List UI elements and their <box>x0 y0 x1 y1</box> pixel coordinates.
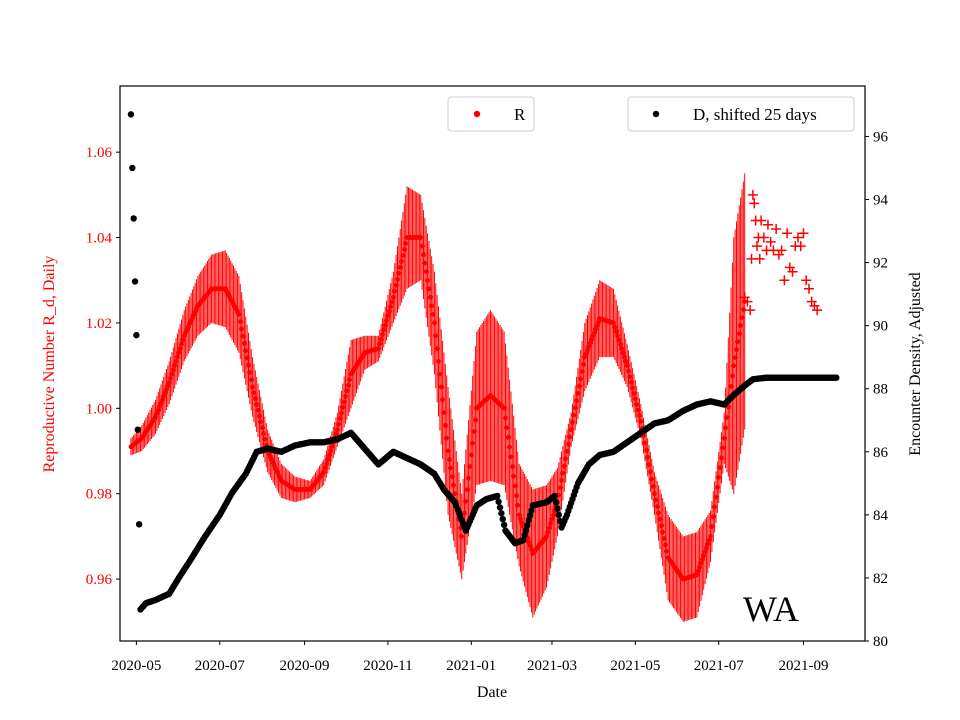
r-projected-point <box>776 245 787 256</box>
r-projected-point <box>795 241 806 252</box>
r-projected-point <box>742 296 753 307</box>
left-y-tick-label: 1.02 <box>86 316 112 332</box>
d-point <box>133 331 140 339</box>
x-tick-label: 2020-09 <box>280 658 330 674</box>
left-y-axis: 0.96 0.98 1.00 1.02 1.04 1.06 <box>86 145 120 588</box>
r-projected-point <box>787 266 798 277</box>
d-point <box>555 511 562 519</box>
d-point <box>500 521 508 529</box>
x-tick-label: 2020-07 <box>195 658 245 674</box>
x-tick-label: 2020-11 <box>363 658 412 674</box>
d-point <box>134 426 141 433</box>
r-projected-point <box>801 275 812 286</box>
d-point <box>521 531 528 539</box>
r-projected-point <box>745 305 756 316</box>
legend-d: D, shifted 25 days <box>627 96 855 132</box>
right-y-axis-label: Encounter Density, Adjusted <box>907 272 924 455</box>
d-point <box>129 164 136 172</box>
r-projected-point <box>798 228 809 239</box>
d-point <box>496 504 504 511</box>
d-point <box>498 510 505 517</box>
legend-r-box <box>447 96 535 132</box>
right-y-tick-label: 88 <box>873 382 888 398</box>
d-point <box>552 499 560 506</box>
legend-d-box <box>627 96 855 132</box>
plot-area <box>127 111 840 622</box>
d-point <box>524 522 531 529</box>
legend-d-marker <box>652 110 660 118</box>
axes-frame <box>119 85 866 642</box>
right-y-tick-label: 82 <box>873 571 888 587</box>
d-point <box>522 526 530 534</box>
x-tick-label: 2021-01 <box>446 658 496 674</box>
left-y-tick-label: 0.96 <box>86 572 113 588</box>
d-point <box>554 505 561 512</box>
x-tick-label: 2021-07 <box>694 658 744 674</box>
r-projected-point <box>754 253 765 264</box>
right-y-tick-label: 92 <box>873 256 888 272</box>
right-y-tick-label: 94 <box>873 193 889 209</box>
r-projected-point <box>812 305 823 316</box>
left-y-tick-label: 1.04 <box>86 231 113 247</box>
right-y-tick-label: 84 <box>873 508 889 524</box>
r-projected-point <box>747 189 758 200</box>
r-projected-point <box>779 275 790 286</box>
d-point <box>130 215 137 222</box>
right-y-axis: 80 82 84 86 88 90 92 94 96 <box>865 129 889 650</box>
left-y-axis-label: Reproductive Number R_d, Daily <box>41 256 58 473</box>
d-point <box>135 521 143 528</box>
right-y-tick-label: 90 <box>873 319 888 335</box>
left-y-tick-label: 1.00 <box>86 401 112 417</box>
d-point <box>494 492 501 500</box>
d-point <box>495 498 502 505</box>
d-point <box>833 374 840 381</box>
x-axis: 2020-05 2020-07 2020-09 2020-11 2021-01 2021-… <box>111 641 828 674</box>
right-y-tick-label: 80 <box>873 634 888 650</box>
d-point <box>520 536 527 544</box>
r-projected-point <box>782 228 793 239</box>
legend-r-label: R <box>514 105 526 124</box>
d-point <box>499 515 506 523</box>
d-point <box>131 278 139 285</box>
r-projected-point <box>771 224 782 235</box>
x-tick-label: 2021-05 <box>610 658 660 674</box>
d-point <box>127 111 135 118</box>
x-tick-label: 2021-03 <box>527 658 577 674</box>
r-projected-point <box>762 219 773 230</box>
left-y-tick-label: 0.98 <box>86 487 112 503</box>
r-projected-point <box>756 215 767 226</box>
r-projected-point <box>749 198 760 209</box>
d-point <box>528 507 535 514</box>
legend-d-label: D, shifted 25 days <box>693 105 817 124</box>
r-projected-point <box>758 232 769 243</box>
r-projected-point <box>765 236 776 247</box>
r-projected-point <box>752 241 763 252</box>
state-annotation: WA <box>743 589 799 629</box>
d-point <box>525 517 532 524</box>
r-projected-point <box>803 283 814 294</box>
d-point <box>551 492 558 500</box>
x-tick-label: 2020-05 <box>111 658 161 674</box>
left-y-tick-label: 1.06 <box>86 145 113 161</box>
d-point <box>526 512 534 519</box>
x-tick-label: 2021-09 <box>778 658 828 674</box>
legend-r-marker <box>473 110 481 118</box>
legend-r: R <box>447 96 535 132</box>
right-y-tick-label: 96 <box>873 129 889 145</box>
r-projected-point <box>793 232 804 243</box>
right-y-tick-label: 86 <box>873 445 889 461</box>
x-axis-label: Date <box>477 684 507 701</box>
